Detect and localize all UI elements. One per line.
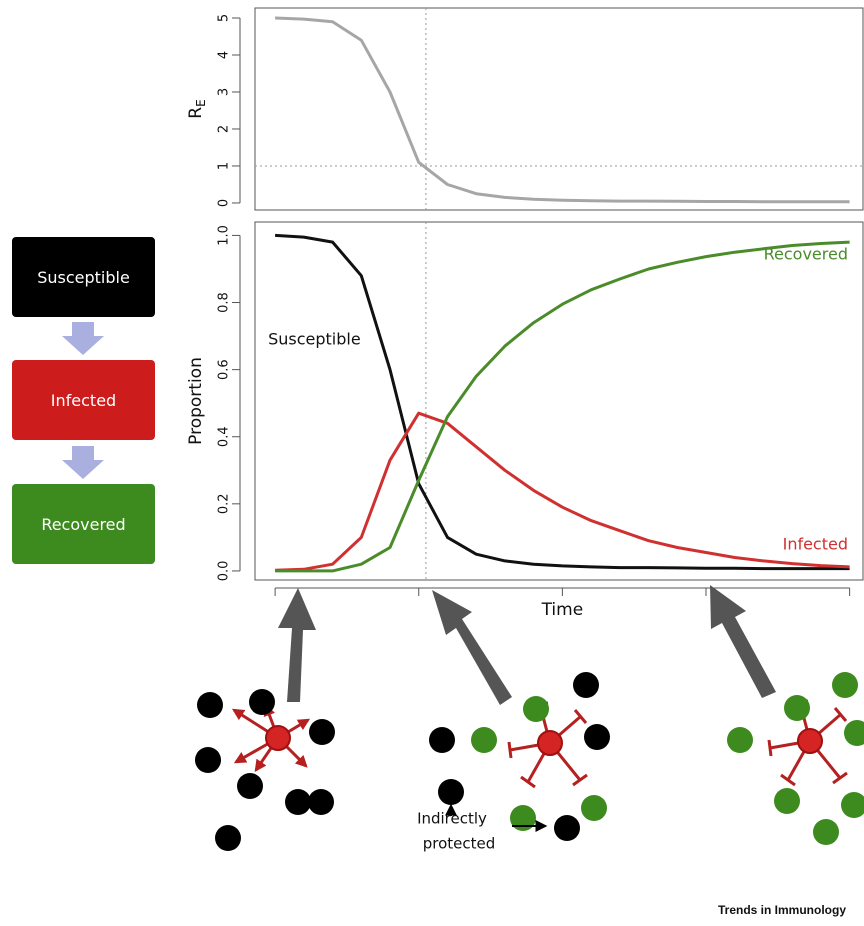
y-tick-label: 0.4 bbox=[217, 426, 232, 447]
annotation: Indirectly bbox=[417, 810, 487, 828]
figure: Susceptible Infected Recovered bbox=[0, 0, 864, 926]
plot-frame bbox=[255, 8, 863, 210]
x-axis-label: Time bbox=[541, 600, 584, 620]
series-label: Susceptible bbox=[268, 330, 361, 349]
y-tick-label: 0.0 bbox=[217, 561, 232, 582]
y-axis-label: RE bbox=[186, 99, 208, 118]
plot-frame bbox=[255, 222, 863, 580]
series-line bbox=[275, 413, 850, 570]
series-line bbox=[275, 18, 850, 202]
y-axis-label: Proportion bbox=[186, 357, 206, 445]
y-axis-label-text: R bbox=[186, 107, 206, 119]
y-tick-label: 0.8 bbox=[217, 292, 232, 313]
flow-arrow bbox=[62, 322, 104, 355]
series-line bbox=[275, 235, 850, 568]
y-axis-label-subscript: E bbox=[194, 99, 208, 107]
population-late bbox=[727, 672, 864, 845]
flow-arrow bbox=[62, 446, 104, 479]
y-tick-label: 5 bbox=[217, 14, 232, 22]
y-tick-label: 0.6 bbox=[217, 359, 232, 380]
chart: Indirectly protected Trends in Immunolog… bbox=[0, 0, 864, 926]
footer: Trends in Immunology bbox=[718, 903, 846, 917]
y-tick-label: 0 bbox=[217, 199, 232, 207]
y-axis-label-text: Proportion bbox=[186, 357, 206, 445]
y-tick-label: 1 bbox=[217, 162, 232, 170]
y-tick-label: 3 bbox=[217, 88, 232, 96]
y-tick-label: 4 bbox=[217, 51, 232, 59]
y-tick-label: 0.2 bbox=[217, 493, 232, 514]
pointer-arrows bbox=[278, 585, 776, 705]
annotation: protected bbox=[423, 835, 496, 853]
series-line bbox=[275, 242, 850, 571]
y-tick-label: 1.0 bbox=[217, 225, 232, 246]
series-label: Infected bbox=[783, 534, 848, 553]
y-tick-label: 2 bbox=[217, 125, 232, 133]
series-label: Recovered bbox=[764, 245, 848, 264]
population-early bbox=[195, 689, 335, 851]
